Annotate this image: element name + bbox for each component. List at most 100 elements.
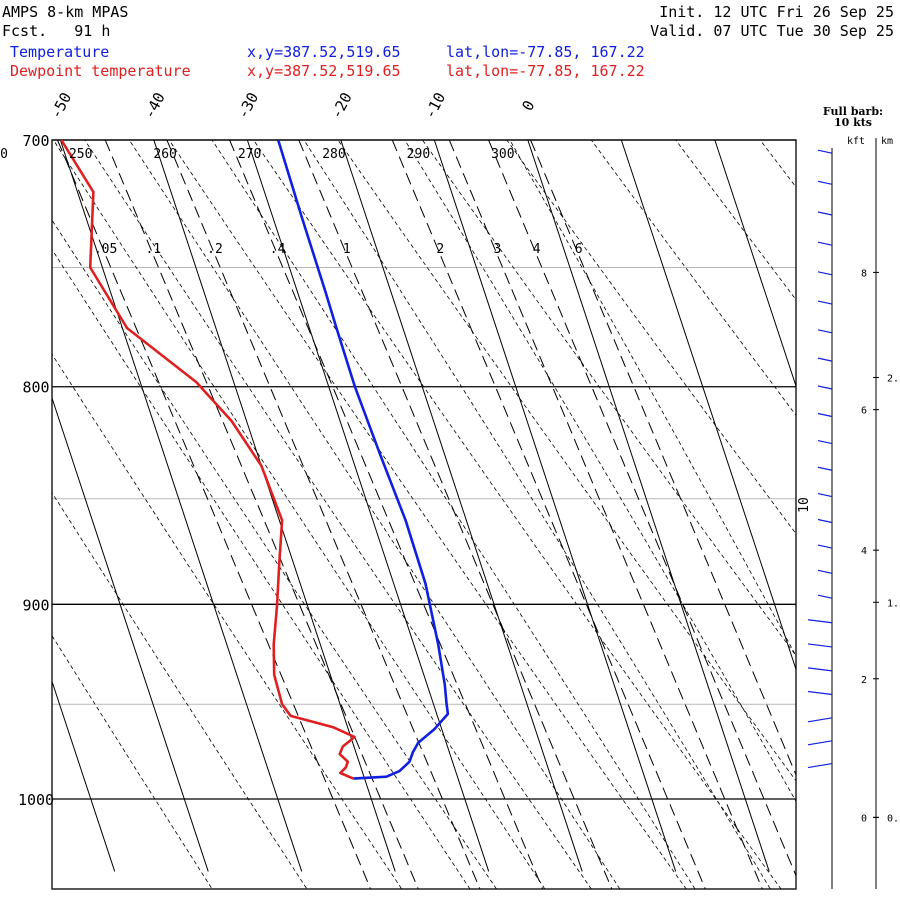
wind-barb: [817, 211, 833, 216]
isotherm-label: -10: [421, 89, 450, 121]
moist-adiabat: [211, 140, 696, 889]
isotherm-line: [620, 140, 796, 671]
mixing-ratio-label: .2: [207, 242, 223, 257]
wind-barb: [807, 740, 833, 746]
dry-adiabat: [421, 140, 796, 657]
mixing-ratio-line: [448, 140, 763, 889]
wind-barb: [817, 300, 833, 305]
isotherm-line: [59, 140, 303, 872]
kft-tick-label: 0: [861, 813, 867, 824]
isotherm-line: [808, 140, 900, 871]
kft-label: kft: [847, 136, 865, 147]
dry-adiabat: [253, 140, 782, 889]
mixing-ratio-label: 6: [575, 242, 583, 257]
temperature-latlon: lat,lon=-77.85, 167.22: [446, 43, 645, 61]
mixing-ratio-label: .1: [145, 242, 161, 257]
dry-adiabat: [52, 353, 403, 889]
wind-barb: [817, 492, 833, 498]
moist-adiabat: [128, 140, 621, 889]
barb-note-line1: Full barb:: [823, 105, 883, 118]
wind-barb: [817, 357, 833, 362]
isotherm-line: [153, 140, 396, 872]
isotherm-line: [527, 140, 770, 872]
isotherm-line: [246, 140, 490, 872]
moist-adiabat-label: 10: [797, 497, 812, 513]
theta-label: 280: [322, 147, 345, 162]
valid-time: Valid. 07 UTC Tue 30 Sep 25: [650, 22, 894, 40]
isobar-label: 800: [22, 379, 49, 397]
moist-adiabat: [52, 248, 471, 889]
dry-adiabat: [168, 140, 687, 889]
kft-tick-label: 2: [861, 675, 867, 686]
moist-adiabat: [303, 140, 771, 889]
wind-barb: [807, 690, 833, 696]
wind-barb: [807, 717, 833, 723]
mixing-ratio-line: [298, 140, 613, 889]
theta-label: 240: [0, 147, 8, 162]
isotherm-line: [714, 140, 796, 388]
km-tick-label: 1.: [887, 598, 899, 609]
wind-barb: [817, 180, 833, 185]
mixing-ratio-line: [166, 140, 481, 889]
wind-barb: [817, 149, 833, 154]
wind-barb: [817, 594, 833, 599]
mixing-ratio-line: [530, 140, 796, 777]
wind-barb: [807, 619, 833, 624]
kft-tick-label: 8: [861, 268, 867, 279]
mixing-ratio-label: .05: [94, 242, 117, 257]
wind-barb: [817, 544, 833, 549]
dewpoint-xy: x,y=387.52,519.65: [247, 62, 401, 80]
kft-tick-label: 4: [861, 546, 867, 557]
wind-barb: [807, 762, 833, 769]
dry-adiabat: [590, 140, 796, 416]
wind-barb: [807, 667, 833, 672]
dry-adiabat: [52, 635, 213, 889]
plot-frame: [51, 139, 797, 890]
isotherm-label: -30: [234, 89, 263, 121]
model-title: AMPS 8-km MPAS: [2, 3, 129, 21]
wind-barb: [817, 466, 833, 471]
wind-barb: [817, 569, 833, 574]
km-tick-label: 2.: [887, 373, 899, 384]
init-time: Init. 12 UTC Fri 26 Sep 25: [659, 3, 894, 21]
moist-adiabat: [404, 140, 796, 803]
isotherm-label: -50: [47, 89, 76, 121]
dry-adiabat: [506, 140, 796, 535]
mixing-ratio-label: 3: [493, 242, 501, 257]
mixing-ratio-line: [104, 140, 419, 889]
barb-note-line2: 10 kts: [834, 116, 872, 129]
temperature-xy: x,y=387.52,519.65: [247, 43, 401, 61]
theta-label: 270: [238, 147, 261, 162]
dry-adiabat: [337, 140, 796, 782]
theta-label: 260: [153, 147, 176, 162]
km-label: km: [881, 136, 893, 147]
mixing-ratio-label: 2: [436, 242, 444, 257]
dewpoint-profile: [60, 140, 356, 780]
theta-label: 290: [407, 147, 430, 162]
isotherm-label: -40: [140, 89, 169, 121]
wind-barb: [807, 643, 833, 648]
mixing-ratio-label: 4: [533, 242, 541, 257]
wind-barb: [817, 241, 833, 246]
isotherm-label: -20: [327, 89, 356, 121]
temperature-profile: [276, 140, 450, 780]
wind-barb: [817, 439, 833, 445]
isotherm-line: [52, 679, 116, 872]
mixing-ratio-line: [488, 140, 796, 877]
wind-barb: [817, 412, 833, 418]
isobar-label: 900: [22, 596, 49, 614]
dry-adiabat: [84, 140, 592, 889]
wind-barb: [817, 271, 833, 276]
theta-label: 300: [491, 147, 514, 162]
isotherm-line: [433, 140, 677, 872]
isotherm-label: 0: [518, 97, 538, 113]
theta-label: 250: [69, 147, 92, 162]
legend-temperature: Temperature: [10, 43, 110, 61]
wind-barb: [817, 385, 833, 390]
mixing-ratio-label: .4: [270, 242, 286, 257]
mixing-ratio-line: [229, 140, 544, 889]
mixing-ratio-line: [391, 140, 706, 889]
dry-adiabat: [52, 491, 308, 889]
kft-tick-label: 6: [861, 406, 867, 417]
